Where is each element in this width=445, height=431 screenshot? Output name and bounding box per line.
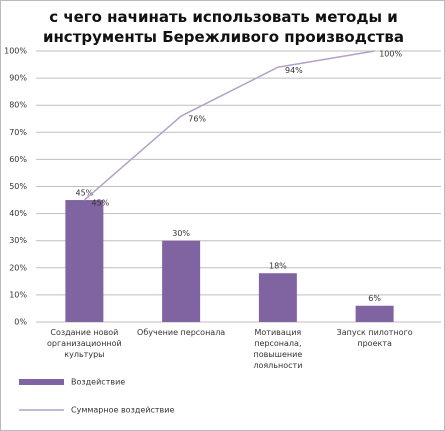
y-tick-label: 80% <box>9 101 27 110</box>
line <box>83 50 375 201</box>
y-tick-label: 50% <box>9 182 27 191</box>
data-label: 45% <box>75 189 93 198</box>
x-tick-label: Мотивация персонала, повышение лояльност… <box>253 328 303 370</box>
y-tick-label: 40% <box>9 209 27 218</box>
y-tick-label: 0% <box>14 318 27 327</box>
y-tick-label: 10% <box>9 290 27 299</box>
bar <box>258 273 297 322</box>
data-label: 6% <box>368 294 381 303</box>
x-tick-label: Создание новой организационной культуры <box>46 328 122 359</box>
y-tick-label: 90% <box>9 74 27 83</box>
x-tick-label: Запуск пилотного проекта <box>336 328 413 348</box>
data-label: 18% <box>269 262 287 271</box>
bar <box>65 200 104 322</box>
legend-label: Воздействие <box>71 378 125 387</box>
chart-title: с чего начинать использовать методы и ин… <box>42 8 405 46</box>
data-label: 76% <box>188 115 206 124</box>
data-label: 100% <box>379 50 402 59</box>
data-label: 45% <box>91 199 109 208</box>
data-label: 94% <box>285 66 303 75</box>
x-tick-label: Обучение персонала <box>137 328 226 337</box>
y-tick-label: 60% <box>9 155 27 164</box>
y-tick-label: 30% <box>9 236 27 245</box>
bar <box>162 240 201 322</box>
y-tick-label: 20% <box>9 263 27 272</box>
y-tick-label: 70% <box>9 128 27 137</box>
y-tick-label: 100% <box>4 47 27 56</box>
legend-swatch <box>19 379 64 385</box>
legend-label: Суммарное воздействие <box>71 406 174 415</box>
data-label: 30% <box>172 229 190 238</box>
bar <box>355 305 394 322</box>
